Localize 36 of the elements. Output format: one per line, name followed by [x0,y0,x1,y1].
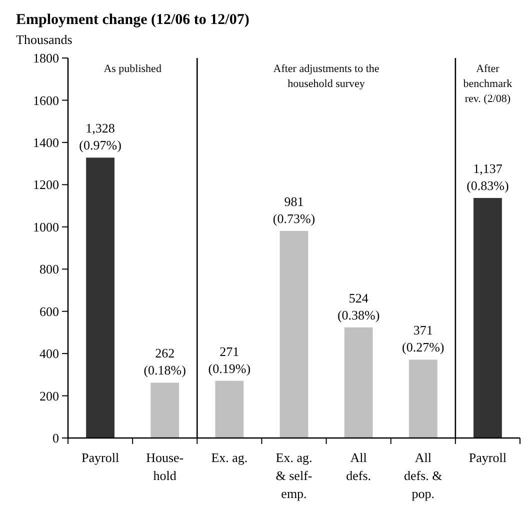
bar [215,380,244,438]
annotation: After adjustments to the household survey [273,63,380,90]
x-tick-label: All defs. [346,450,372,483]
y-tick-label: 200 [40,388,59,404]
data-label: 524 (0.38%) [337,290,380,322]
y-tick-label: 1000 [33,219,59,234]
x-tick-label: Ex. ag. [211,450,248,465]
y-tick-label: 1400 [33,134,59,150]
bar [408,360,438,438]
x-tick-label: All defs. & pop. [404,450,442,501]
y-tick-label: 0 [52,430,59,446]
y-tick-label: 800 [40,262,59,277]
data-label: 262 (0.18%) [144,346,186,378]
y-tick-label: 600 [40,304,59,319]
x-tick-label: House- hold [146,450,184,483]
data-label: 1,137 (0.83%) [466,160,509,193]
data-label: 271 (0.19%) [208,344,251,376]
data-label: 371 (0.27%) [402,322,444,355]
y-tick-label: 1800 [33,50,59,66]
chart-title: Employment change (12/06 to 12/07) [16,12,250,28]
bar [344,327,373,438]
annotation: After benchmark rev. (2/08) [463,63,513,105]
y-tick-label: 400 [40,346,59,362]
bar [280,230,308,438]
x-tick-label: Payroll [468,450,507,465]
bar [86,158,114,438]
bar [474,198,502,438]
y-tick-label: 1600 [33,92,59,108]
annotation: As published [104,63,162,75]
y-axis-title: Thousands [16,32,72,47]
x-tick-label: Ex. ag. & self- emp. [276,450,312,501]
data-label: 1,328 (0.97%) [79,120,122,153]
y-tick-label: 1200 [33,177,59,192]
x-tick-label: Payroll [82,450,120,465]
bar [150,382,180,438]
data-label: 981 (0.73%) [272,194,316,226]
